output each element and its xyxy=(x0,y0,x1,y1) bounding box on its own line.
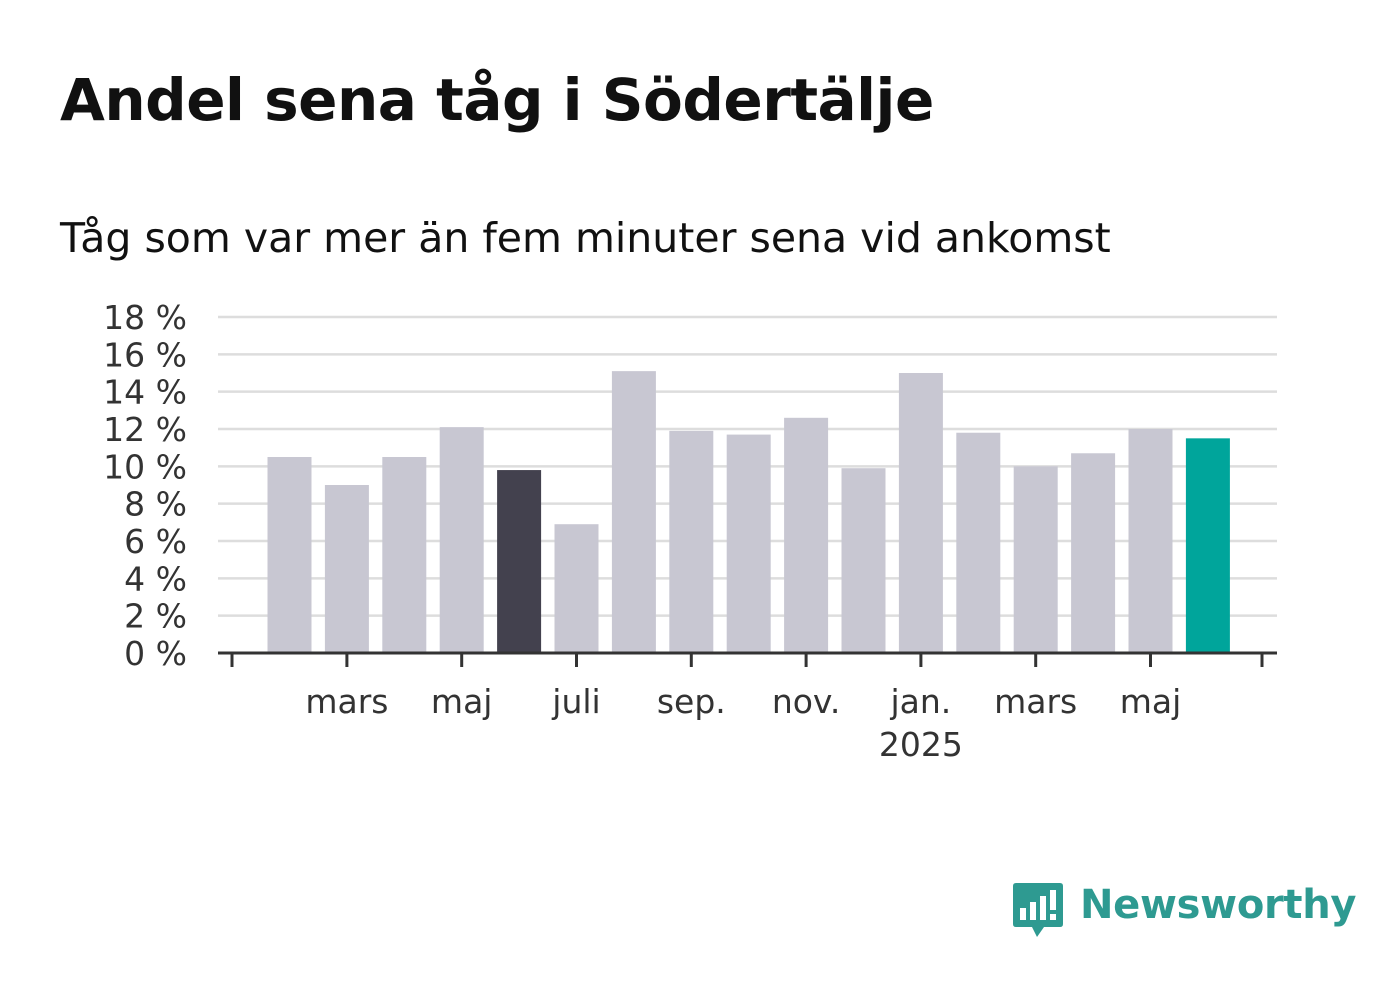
x-tick-label: juli xyxy=(551,682,600,721)
y-axis-tick-labels: 0 %2 %4 %6 %8 %10 %12 %14 %16 %18 % xyxy=(103,298,187,673)
x-tick-label: sep. xyxy=(657,682,726,721)
bar xyxy=(267,457,312,653)
y-tick-label: 16 % xyxy=(103,335,187,374)
y-tick-label: 0 % xyxy=(124,634,187,673)
y-tick-label: 10 % xyxy=(103,447,187,486)
x-axis xyxy=(218,651,1277,667)
x-tick-label: mars xyxy=(994,682,1077,721)
bar xyxy=(669,430,714,653)
newsworthy-logo: Newsworthy xyxy=(1010,880,1357,942)
y-tick-label: 8 % xyxy=(124,485,187,524)
x-tick-label: jan. xyxy=(890,682,952,721)
bar xyxy=(324,485,369,653)
bar xyxy=(382,457,427,653)
newsworthy-logo-text: Newsworthy xyxy=(1080,882,1357,928)
x-tick-year-label: 2025 xyxy=(879,725,963,764)
bar xyxy=(497,470,542,653)
bar xyxy=(1071,453,1116,653)
y-tick-label: 18 % xyxy=(103,298,187,337)
bar xyxy=(841,468,886,653)
chart-title: Andel sena tåg i Södertälje xyxy=(60,66,934,134)
bar xyxy=(611,371,656,653)
newsworthy-logo-icon xyxy=(1013,883,1063,937)
bar xyxy=(1013,466,1058,653)
bar xyxy=(1128,429,1173,653)
bar xyxy=(726,434,771,653)
x-tick-label: maj xyxy=(1120,682,1182,721)
bar xyxy=(898,373,943,653)
bar xyxy=(784,417,829,653)
x-axis-tick-labels: mars maj juli sep. nov. jan. 2025 mars maj xyxy=(305,682,1181,764)
bars xyxy=(267,371,1230,653)
chart-subtitle: Tåg som var mer än fem minuter sena vid … xyxy=(60,214,1111,262)
y-tick-label: 4 % xyxy=(124,559,187,598)
bar xyxy=(1185,438,1230,653)
y-tick-label: 12 % xyxy=(103,410,187,449)
bar xyxy=(439,427,484,653)
x-tick-label: maj xyxy=(431,682,493,721)
x-tick-label: mars xyxy=(305,682,388,721)
x-tick-label: nov. xyxy=(772,682,841,721)
bar xyxy=(554,524,599,653)
y-tick-label: 2 % xyxy=(124,597,187,636)
bar xyxy=(956,432,1001,653)
y-tick-label: 6 % xyxy=(124,522,187,561)
y-tick-label: 14 % xyxy=(103,373,187,412)
